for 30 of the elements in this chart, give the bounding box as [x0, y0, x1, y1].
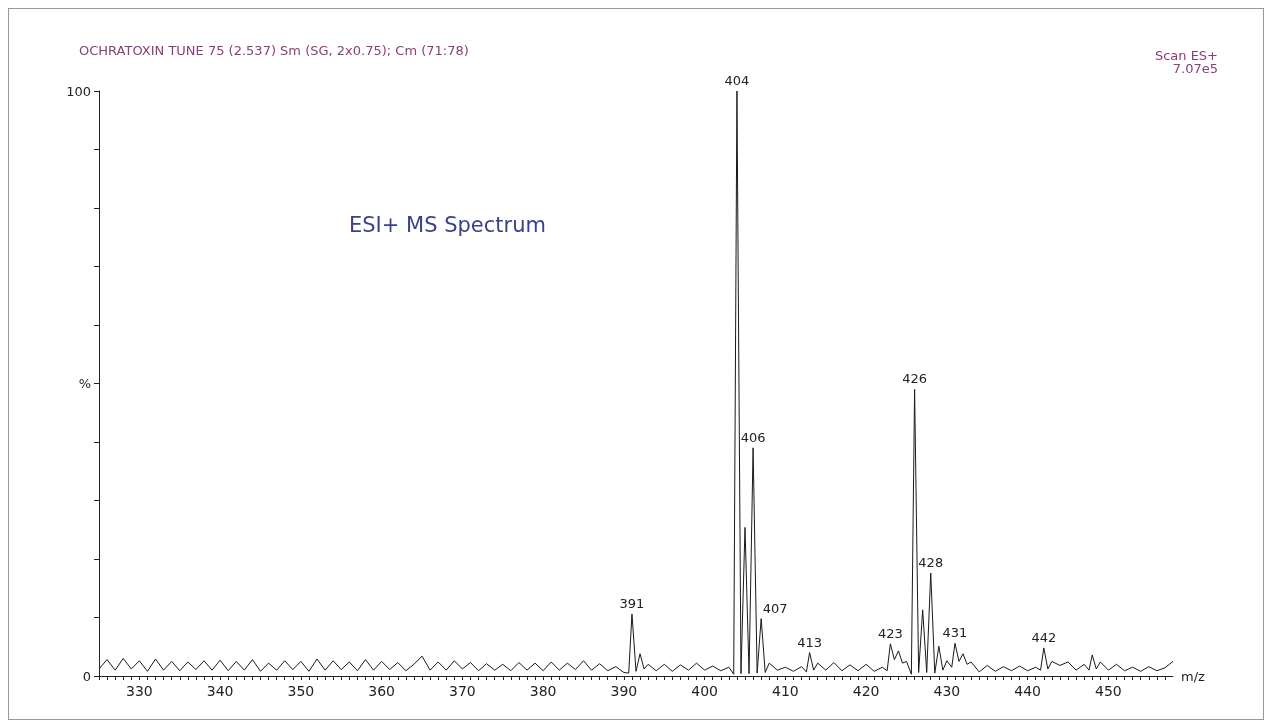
x-tick-label: 420: [852, 683, 880, 699]
x-tick-label: 430: [933, 683, 961, 699]
x-tick-label: 340: [206, 683, 234, 699]
annotation: 404: [724, 73, 750, 88]
chart-title: OCHRATOXIN TUNE 75 (2.537) Sm (SG, 2x0.75); Cm (71:78): [79, 43, 469, 58]
y-tick-label: 100: [66, 83, 91, 99]
annotation: 423: [877, 625, 903, 641]
annotation: 442: [1031, 629, 1057, 645]
annotation: 431: [942, 625, 968, 641]
x-tick-label: 450: [1095, 683, 1122, 699]
x-tick-label: 440: [1014, 683, 1042, 699]
x-tick-label: 410: [772, 683, 799, 699]
x-tick-label: 360: [368, 683, 395, 699]
annotation: 428: [918, 555, 944, 571]
annotation: 407: [762, 600, 788, 616]
annotation: 391: [619, 595, 645, 611]
annotation: ESI+ MS Spectrum: [349, 212, 546, 237]
y-tick-label: 0: [82, 668, 91, 684]
x-tick-label: 370: [449, 683, 476, 699]
annotation: 413: [797, 634, 823, 650]
x-tick-label: 400: [691, 683, 719, 699]
annotation: 406: [740, 429, 766, 445]
text: Scan ES+ 7.07e5: [1154, 48, 1218, 76]
x-tick-label: 350: [287, 683, 315, 699]
y-tick-label: %: [78, 376, 91, 391]
x-tick-label: 330: [126, 683, 153, 699]
x-axis-title: m/z: [1181, 668, 1206, 684]
x-tick-label: 390: [610, 683, 638, 699]
annotation: 426: [902, 371, 928, 387]
x-tick-label: 380: [529, 683, 557, 699]
